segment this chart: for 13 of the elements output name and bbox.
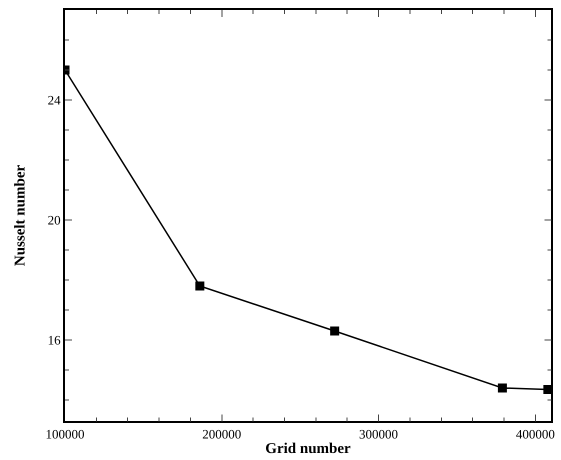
point [543,385,551,394]
point [498,384,507,392]
y-tick-label: 20 [48,212,61,228]
y-axis-title: Nusselt number [12,164,28,266]
y-tick-label: 16 [48,332,62,348]
x-tick-label: 400000 [516,426,555,442]
point [195,282,204,290]
x-tick-label: 300000 [359,426,398,442]
y-tick-label: 24 [48,92,62,108]
point [330,326,340,336]
x-axis-title: Grid number [265,440,352,457]
x-tick-label: 200000 [202,426,242,442]
x-tick-label: 100000 [46,426,84,442]
